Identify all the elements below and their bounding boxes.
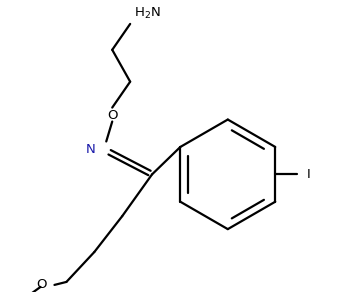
Text: H$_2$N: H$_2$N [134, 5, 161, 21]
Text: O: O [36, 278, 46, 292]
Text: I: I [307, 168, 311, 181]
Text: N: N [86, 143, 95, 156]
Text: O: O [107, 109, 118, 122]
